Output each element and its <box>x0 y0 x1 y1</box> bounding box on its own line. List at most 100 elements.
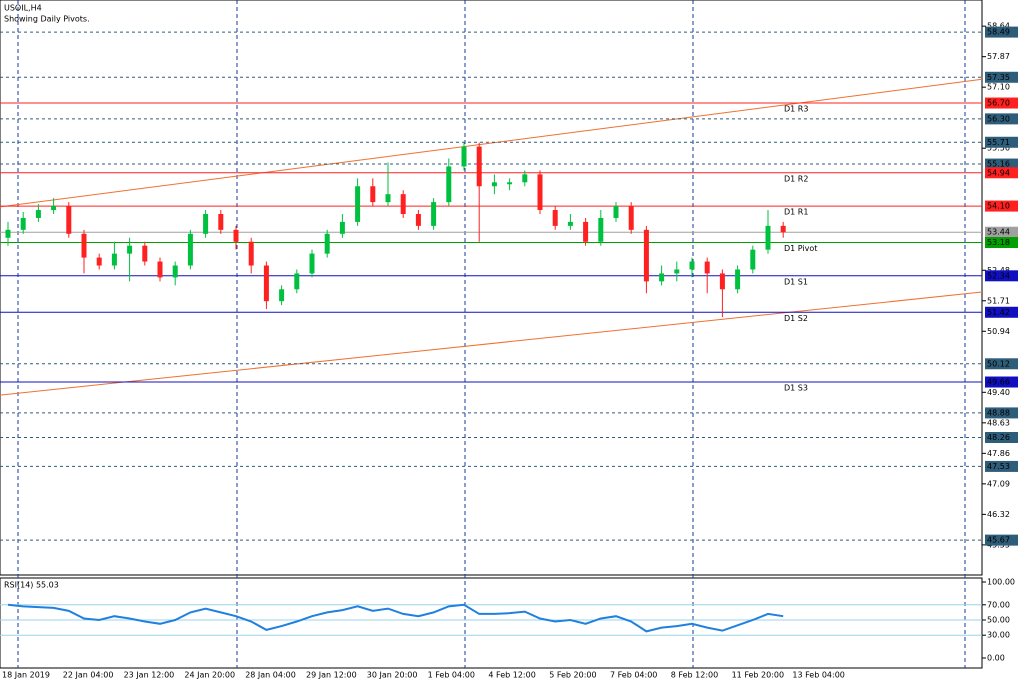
candle-body <box>35 210 41 218</box>
y-tick-label: 46.32 <box>987 510 1010 519</box>
y-tick-label: 50.94 <box>987 327 1010 336</box>
rsi-tick-label: 100.00 <box>987 578 1015 587</box>
price-box-label: 48.88 <box>987 408 1010 417</box>
rsi-frame <box>0 577 983 669</box>
candle-body <box>476 146 482 187</box>
vertical-grid <box>17 0 966 668</box>
x-tick-label: 11 Feb 20:00 <box>732 671 784 680</box>
x-tick-label: 5 Feb 20:00 <box>549 671 596 680</box>
x-tick-label: 28 Jan 04:00 <box>245 671 296 680</box>
price-box-label: 52.34 <box>987 271 1010 280</box>
price-box <box>985 460 1018 472</box>
price-box-label: 48.26 <box>987 433 1010 442</box>
trend-line <box>0 78 983 208</box>
price-box <box>985 534 1018 546</box>
price-box-label: 56.30 <box>987 114 1010 123</box>
candle-body <box>537 174 543 211</box>
price-box <box>985 113 1018 125</box>
candle-body <box>552 210 558 226</box>
candle-body <box>279 289 285 302</box>
level-name: D1 S3 <box>784 384 808 393</box>
candle-body <box>142 245 148 262</box>
candle-body <box>765 225 771 250</box>
candle-body <box>339 221 345 234</box>
price-box <box>985 200 1018 212</box>
trend-line <box>0 291 983 396</box>
level-name: D1 R3 <box>784 105 808 114</box>
candle-body <box>172 265 178 278</box>
candle-body <box>294 273 300 290</box>
price-box <box>985 358 1018 370</box>
y-tick-label: 52.48 <box>987 266 1010 275</box>
price-box-label: 53.44 <box>987 228 1010 237</box>
price-box <box>985 431 1018 443</box>
candle-body <box>309 253 315 274</box>
price-box-label: 58.49 <box>987 28 1010 37</box>
candle-body <box>157 261 163 278</box>
price-box <box>985 97 1018 109</box>
candle-body <box>187 233 193 266</box>
price-box-label: 55.71 <box>987 138 1010 147</box>
x-tick-label: 13 Feb 04:00 <box>792 671 844 680</box>
candle-body <box>583 221 589 242</box>
candle-body <box>415 213 421 226</box>
candle-body <box>689 261 695 270</box>
y-tick-label: 58.64 <box>987 22 1010 31</box>
y-tick-label: 49.40 <box>987 388 1010 397</box>
candle-body <box>127 245 133 254</box>
price-box <box>985 226 1018 238</box>
rsi-tick-label: 70.00 <box>987 600 1010 609</box>
chart-title: USOIL,H4 <box>4 4 42 13</box>
price-box-label: 51.42 <box>987 308 1010 317</box>
price-box-label: 56.70 <box>987 99 1010 108</box>
y-tick-label: 47.86 <box>987 449 1010 458</box>
price-box <box>985 136 1018 148</box>
x-tick-label: 7 Feb 04:00 <box>610 671 657 680</box>
rsi-tick-label: 50.00 <box>987 616 1010 625</box>
price-box-label: 54.94 <box>987 168 1010 177</box>
candle-body <box>446 166 452 203</box>
y-tick-label: 57.10 <box>987 83 1010 92</box>
y-tick-label: 51.71 <box>987 296 1010 305</box>
candle-body <box>263 265 269 302</box>
level-name: D1 S1 <box>784 277 808 286</box>
y-tick-label: 47.09 <box>987 479 1010 488</box>
candle-body <box>643 229 649 282</box>
price-box-label: 55.16 <box>987 160 1010 169</box>
candle-body <box>598 217 604 242</box>
candle-body <box>613 206 619 218</box>
x-tick-label: 22 Jan 04:00 <box>63 671 114 680</box>
x-tick-label: 8 Feb 12:00 <box>671 671 718 680</box>
price-box <box>985 237 1018 249</box>
rsi-line <box>7 603 784 633</box>
x-tick-label: 29 Jan 12:00 <box>306 671 357 680</box>
candle-body <box>750 249 756 270</box>
price-frame <box>0 0 983 576</box>
candle-body <box>81 233 87 258</box>
candle-body <box>659 273 665 282</box>
candle-body <box>431 202 437 226</box>
candle-body <box>491 182 497 187</box>
candle-body <box>324 233 330 254</box>
candle-body <box>51 206 57 211</box>
y-tick-label: 48.63 <box>987 418 1010 427</box>
price-box-label: 54.10 <box>987 202 1010 211</box>
price-box <box>985 167 1018 179</box>
price-box-label: 57.35 <box>987 73 1010 82</box>
candle-body <box>400 194 406 214</box>
price-box-label: 49.66 <box>987 378 1010 387</box>
level-name: D1 Pivot <box>784 244 817 253</box>
price-box <box>985 71 1018 83</box>
x-tick-label: 4 Feb 12:00 <box>488 671 535 680</box>
y-tick-label: 57.87 <box>987 52 1010 61</box>
price-box-label: 45.67 <box>987 536 1010 545</box>
x-tick-label: 30 Jan 20:00 <box>367 671 418 680</box>
candle-body <box>5 229 11 238</box>
candle-body <box>248 241 254 266</box>
candle-body <box>355 186 361 222</box>
rsi-tick-label: 30.00 <box>987 631 1010 640</box>
price-box <box>985 26 1018 38</box>
candle-body <box>628 206 634 230</box>
candle-body <box>719 273 725 290</box>
price-box <box>985 270 1018 282</box>
